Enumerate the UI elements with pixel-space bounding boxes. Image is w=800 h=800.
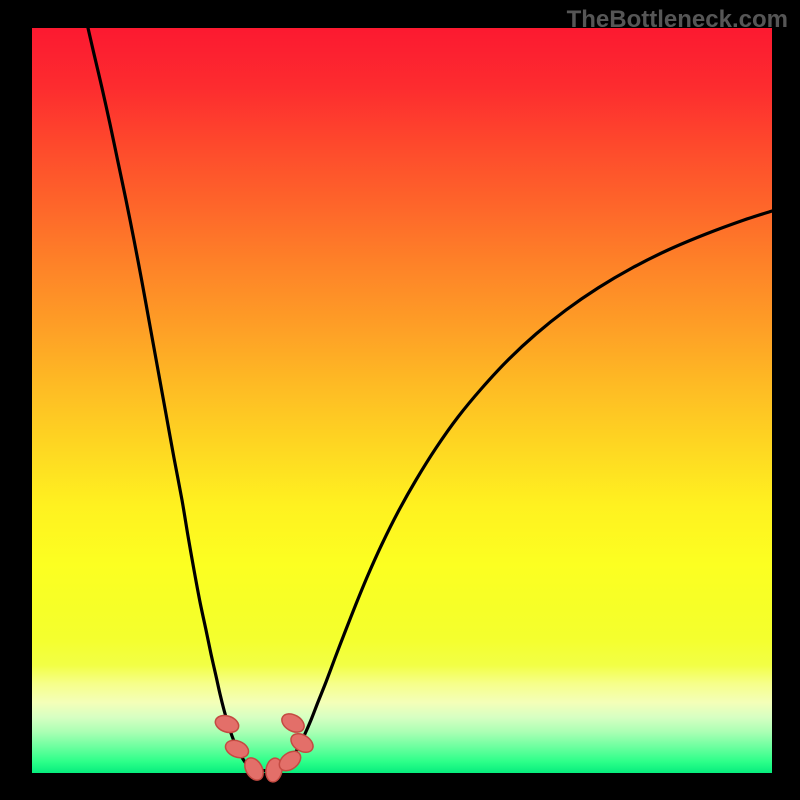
chart-container: TheBottleneck.com: [0, 0, 800, 800]
watermark-text: TheBottleneck.com: [567, 6, 788, 34]
plot-area: [32, 28, 772, 773]
